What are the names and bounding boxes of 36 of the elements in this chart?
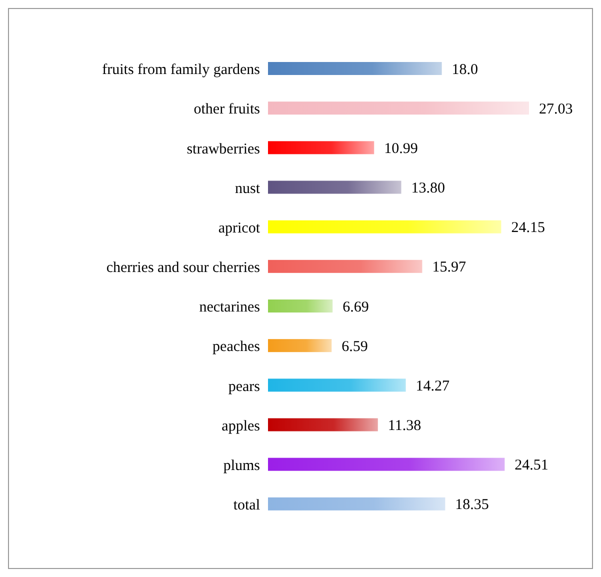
y-tick-label: total [233, 498, 260, 514]
data-label: 18.0 [452, 62, 478, 78]
y-tick-label: strawberries [186, 141, 260, 158]
y-tick-label: cherries and sour cherries [106, 260, 260, 276]
y-tick-label: peaches [212, 339, 260, 356]
bar [268, 497, 446, 510]
y-tick-label: plums [223, 458, 260, 474]
y-tick-label: other fruits [194, 102, 260, 118]
y-tick-label: apples [222, 418, 260, 434]
bar [268, 102, 529, 115]
data-label: 10.99 [384, 140, 418, 157]
data-label: 24.51 [514, 458, 548, 474]
data-label: 6.59 [342, 338, 368, 355]
bar [268, 418, 378, 432]
data-label: 11.38 [388, 418, 422, 434]
y-tick-label: nust [234, 180, 261, 197]
bar [268, 260, 422, 273]
bar [268, 62, 442, 75]
bar [268, 458, 505, 471]
bar [268, 300, 333, 312]
data-label: 6.69 [342, 299, 369, 316]
bar [268, 339, 332, 352]
y-tick-label: nectarines [199, 300, 260, 316]
data-label: 24.15 [511, 220, 545, 236]
data-label: 15.97 [432, 260, 466, 276]
y-tick-label: apricot [218, 220, 261, 236]
data-label: 27.03 [539, 101, 573, 118]
bar [268, 378, 406, 392]
y-tick-label: fruits from family gardens [102, 62, 260, 78]
bar [268, 180, 402, 194]
data-label: 14.27 [416, 378, 450, 394]
y-tick-label: pears [228, 378, 260, 395]
data-label: 18.35 [455, 497, 489, 514]
data-label: 13.80 [411, 180, 445, 197]
bar [268, 141, 374, 154]
bar [268, 220, 502, 234]
